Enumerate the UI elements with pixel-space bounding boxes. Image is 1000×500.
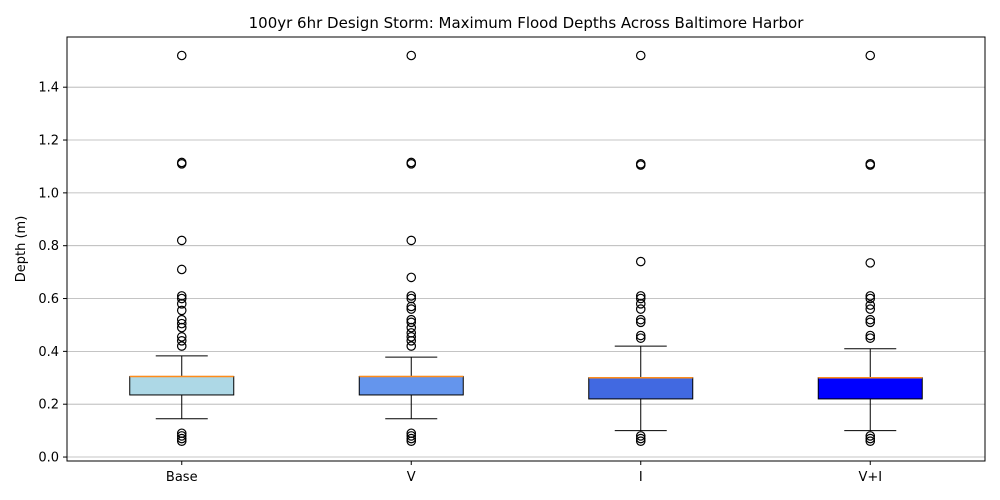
outlier-point xyxy=(865,330,876,341)
outlier-point xyxy=(176,293,187,304)
outlier-point xyxy=(865,291,876,301)
outlier-point xyxy=(406,433,417,444)
outlier-point xyxy=(865,317,876,328)
outlier-point xyxy=(406,50,417,61)
outlier-point xyxy=(406,157,417,168)
outlier-point xyxy=(406,314,417,325)
box-2 xyxy=(588,50,694,446)
outlier-point xyxy=(176,318,187,329)
outlier-point xyxy=(865,433,876,444)
outlier-point xyxy=(406,304,417,314)
y-tick-label: 0.8 xyxy=(38,239,59,254)
x-tick-label: V xyxy=(407,470,416,485)
y-tick-label: 1.4 xyxy=(38,81,59,96)
outlier-point xyxy=(635,159,646,169)
outlier-point xyxy=(406,235,417,246)
box-1 xyxy=(358,50,464,446)
y-axis: 0.0 0.2 0.4 0.6 0.8 1.0 1.2 1.4 xyxy=(38,81,67,466)
outlier-point xyxy=(176,264,187,275)
x-tick-label: I xyxy=(639,470,643,485)
outlier-point xyxy=(176,341,187,351)
outlier-point xyxy=(176,431,187,441)
x-tick-label: Base xyxy=(166,470,198,485)
outlier-point xyxy=(635,433,646,444)
outlier-point xyxy=(406,328,417,338)
outlier-point xyxy=(865,314,876,325)
box-series xyxy=(129,50,923,446)
iqr-box xyxy=(817,377,923,400)
outlier-point xyxy=(176,314,187,325)
iqr-box xyxy=(358,375,464,396)
outlier-point xyxy=(406,431,417,441)
y-tick-label: 1.2 xyxy=(38,134,59,149)
outlier-point xyxy=(176,291,187,301)
outlier-point xyxy=(176,235,187,246)
outlier-point xyxy=(406,291,417,301)
outlier-point xyxy=(865,300,876,310)
outlier-point xyxy=(176,433,187,444)
outlier-point xyxy=(176,157,187,168)
outlier-point xyxy=(865,436,876,446)
outlier-point xyxy=(865,293,876,304)
y-tick-label: 0.6 xyxy=(38,292,59,307)
outlier-point xyxy=(865,159,876,169)
box-3 xyxy=(817,50,923,446)
x-tick-label: V+I xyxy=(858,470,882,485)
outlier-point xyxy=(635,333,646,343)
outlier-point xyxy=(635,330,646,341)
outlier-point xyxy=(406,293,417,304)
y-tick-label: 0.4 xyxy=(38,345,59,360)
gridlines xyxy=(67,86,985,458)
y-axis-label: Depth (m) xyxy=(14,216,29,283)
iqr-box xyxy=(588,377,694,400)
outlier-point xyxy=(865,333,876,343)
outlier-point xyxy=(176,332,187,342)
outlier-point xyxy=(176,336,187,346)
outlier-point xyxy=(865,258,876,268)
outlier-point xyxy=(406,332,417,342)
outlier-point xyxy=(635,314,646,325)
iqr-box xyxy=(129,375,235,396)
outlier-point xyxy=(635,431,646,441)
outlier-point xyxy=(406,341,417,351)
plot-frame xyxy=(66,36,986,462)
outlier-point xyxy=(176,50,187,61)
outlier-point xyxy=(176,305,187,316)
chart-title: 100yr 6hr Design Storm: Maximum Flood De… xyxy=(249,14,805,32)
outlier-point xyxy=(865,304,876,314)
y-tick-label: 1.0 xyxy=(38,186,59,201)
box-0 xyxy=(129,50,235,446)
y-tick-label: 0.2 xyxy=(38,398,59,413)
outlier-point xyxy=(635,293,646,304)
outlier-point xyxy=(865,50,876,61)
outlier-point xyxy=(406,317,417,328)
outlier-point xyxy=(635,436,646,446)
y-tick-label: 0.0 xyxy=(38,451,59,466)
outlier-point xyxy=(406,428,417,439)
outlier-point xyxy=(635,304,646,314)
outlier-point xyxy=(635,256,646,267)
outlier-point xyxy=(635,317,646,328)
outlier-point xyxy=(865,431,876,441)
outlier-point xyxy=(635,50,646,61)
outlier-point xyxy=(176,428,187,439)
outlier-point xyxy=(406,272,417,283)
x-axis: Base V I V+I xyxy=(166,461,882,485)
outlier-point xyxy=(635,291,646,301)
